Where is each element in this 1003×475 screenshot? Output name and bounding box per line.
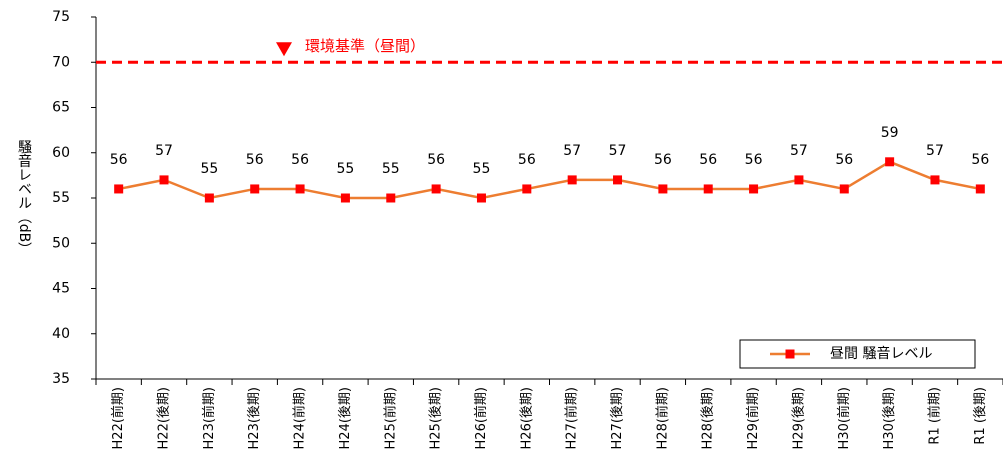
data-label: 56 — [427, 152, 445, 168]
x-tick-label: H26(前期) — [473, 387, 489, 449]
point-marker — [885, 157, 895, 167]
y-tick-label: 50 — [52, 235, 70, 251]
point-marker — [159, 175, 169, 185]
reference-marker — [276, 42, 292, 57]
data-label: 56 — [835, 152, 853, 168]
y-tick-label: 60 — [52, 145, 70, 161]
point-marker — [703, 184, 713, 194]
x-tick-label: H29(後期) — [791, 387, 806, 449]
y-tick-label: 55 — [52, 190, 70, 206]
data-label: 59 — [881, 125, 899, 141]
data-label: 57 — [155, 143, 173, 159]
data-label: 55 — [337, 161, 355, 177]
point-marker — [975, 184, 985, 194]
data-label: 55 — [473, 161, 491, 177]
data-label: 56 — [699, 152, 717, 168]
point-marker — [839, 184, 849, 194]
x-tick-label: H30(前期) — [836, 387, 852, 449]
data-label: 55 — [200, 161, 218, 177]
point-marker — [613, 175, 623, 185]
x-tick-label: H28(後期) — [701, 387, 716, 449]
y-tick-label: 35 — [52, 371, 70, 387]
point-marker — [567, 175, 577, 185]
x-tick-label: H23(後期) — [247, 387, 262, 449]
y-tick-label: 65 — [52, 100, 70, 116]
x-tick-label: H25(前期) — [382, 387, 398, 449]
x-tick-label: H25(後期) — [429, 387, 444, 449]
legend-marker — [785, 349, 795, 359]
point-marker — [340, 193, 350, 203]
point-marker — [204, 193, 214, 203]
data-label: 56 — [971, 152, 989, 168]
data-label: 56 — [518, 152, 536, 168]
x-tick-label: H22(後期) — [157, 387, 172, 449]
data-label: 57 — [926, 143, 944, 159]
x-tick-label: R1 (後期) — [973, 387, 988, 445]
data-label: 56 — [291, 152, 309, 168]
point-marker — [930, 175, 940, 185]
x-tick-label: H23(前期) — [201, 387, 217, 449]
point-marker — [658, 184, 668, 194]
legend-label: 昼間 騒音レベル — [830, 345, 932, 362]
point-marker — [114, 184, 124, 194]
point-marker — [386, 193, 396, 203]
point-marker — [522, 184, 532, 194]
data-label: 56 — [110, 152, 128, 168]
reference-label: 環境基準（昼間） — [305, 37, 425, 55]
data-label: 56 — [745, 152, 763, 168]
x-tick-label: H27(後期) — [610, 387, 625, 449]
y-tick-label: 70 — [52, 54, 70, 70]
y-tick-label: 75 — [52, 9, 70, 25]
data-label: 56 — [246, 152, 264, 168]
data-label: 57 — [609, 143, 627, 159]
data-label: 57 — [790, 143, 808, 159]
point-marker — [794, 175, 804, 185]
x-tick-label: H29(前期) — [745, 387, 761, 449]
point-marker — [476, 193, 486, 203]
x-tick-label: H28(前期) — [654, 387, 670, 449]
data-label: 57 — [563, 143, 581, 159]
point-marker — [250, 184, 260, 194]
point-marker — [431, 184, 441, 194]
data-label: 55 — [382, 161, 400, 177]
series-line — [118, 160, 981, 200]
x-tick-label: H24(前期) — [292, 387, 308, 449]
y-tick-label: 45 — [52, 281, 70, 297]
x-tick-label: H26(後期) — [519, 387, 534, 449]
y-axis-label: 騒音レベル（dB） — [16, 140, 32, 257]
data-label: 56 — [654, 152, 672, 168]
point-marker — [295, 184, 305, 194]
x-tick-label: H27(前期) — [564, 387, 580, 449]
x-tick-label: H24(後期) — [338, 387, 353, 449]
point-marker — [749, 184, 759, 194]
x-tick-label: H30(後期) — [882, 387, 897, 449]
y-tick-label: 40 — [52, 326, 70, 342]
x-tick-label: H22(前期) — [110, 387, 126, 449]
x-tick-label: R1 (前期) — [926, 387, 942, 445]
